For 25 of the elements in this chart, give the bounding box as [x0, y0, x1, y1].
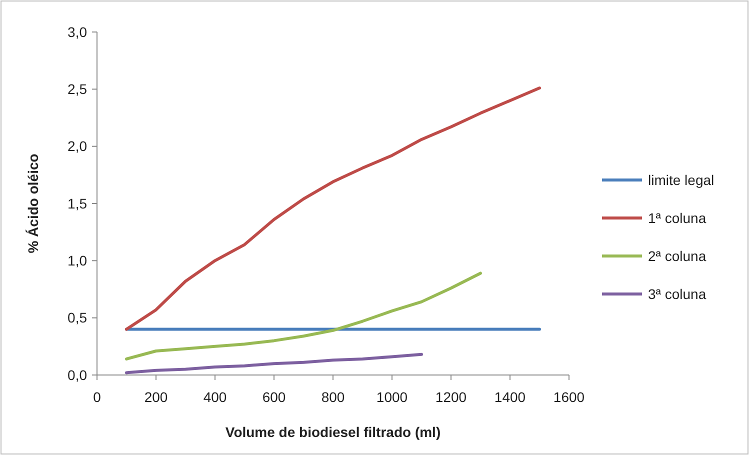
y-tick-label: 0,5: [68, 310, 88, 326]
y-axis-title: % Ácido oléico: [25, 154, 41, 254]
legend-label: 2ª coluna: [648, 248, 706, 264]
line-series: [125, 86, 541, 331]
legend-label: limite legal: [648, 172, 714, 188]
y-tick-label: 1,0: [68, 252, 88, 269]
y-tick-label: 2,0: [68, 138, 88, 154]
x-tick-label: 1000: [376, 388, 408, 405]
x-tick-label: 1600: [553, 388, 585, 405]
y-tick-label: 0,0: [68, 366, 88, 383]
legend-label: 3ª coluna: [648, 286, 706, 302]
y-tick-label: 3,0: [68, 24, 88, 40]
x-tick-label: 200: [144, 388, 168, 405]
x-tick-label: 400: [203, 388, 227, 405]
x-tick-label: 800: [321, 388, 345, 405]
x-tick-label: 0: [93, 388, 102, 405]
y-tick-label: 1,5: [68, 195, 88, 212]
x-tick-label: 1400: [494, 388, 526, 405]
legend-label: 1ª coluna: [648, 210, 706, 226]
y-tick-label: 2,5: [68, 81, 88, 98]
line-series: [125, 352, 423, 374]
x-axis-title: Volume de biodiesel filtrado (ml): [225, 424, 441, 440]
x-tick-label: 600: [262, 388, 286, 405]
line-series: [125, 272, 482, 360]
x-tick-label: 1200: [435, 388, 467, 405]
